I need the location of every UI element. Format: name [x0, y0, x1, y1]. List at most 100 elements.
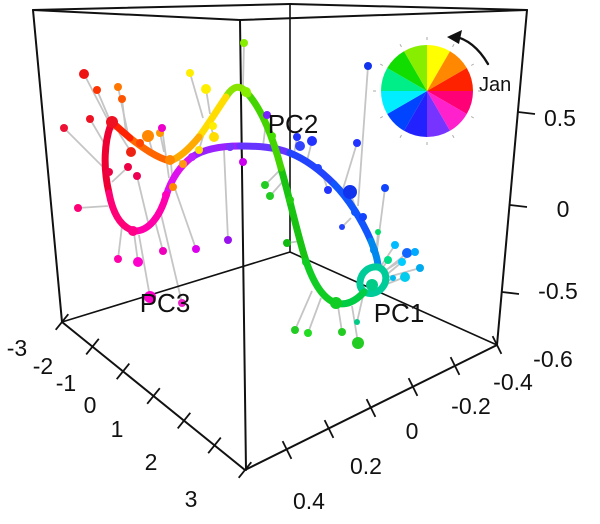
- curve-node: [105, 168, 113, 176]
- stem-line: [138, 234, 151, 298]
- stem-line: [173, 185, 197, 250]
- tick-label: 0.4: [293, 488, 325, 514]
- stem-line: [242, 42, 245, 87]
- data-point: [133, 257, 143, 267]
- pc2-axis-tick: [509, 204, 528, 208]
- data-point: [339, 224, 345, 230]
- color-wheel-tick: [470, 116, 475, 119]
- color-wheel-tick: [399, 43, 402, 48]
- data-point: [195, 146, 203, 154]
- data-point: [398, 258, 406, 266]
- tick-label: 2: [145, 449, 158, 475]
- stem-line: [83, 73, 111, 125]
- data-point: [411, 248, 419, 256]
- trajectory-segment: [236, 142, 294, 157]
- pc3-axis-tick: [146, 387, 161, 405]
- data-point: [359, 213, 367, 221]
- plot-box-edge: [32, 3, 291, 11]
- data-point: [354, 319, 360, 325]
- curve-node: [370, 246, 378, 254]
- color-wheel-slice: [427, 51, 467, 91]
- stem-line: [136, 175, 149, 223]
- data-point: [79, 69, 89, 79]
- curve-node: [241, 87, 251, 97]
- color-wheel-slice: [427, 91, 473, 114]
- tick-label: 3: [185, 486, 198, 512]
- stem-line: [77, 205, 109, 209]
- curve-node: [330, 297, 342, 309]
- stem-line: [337, 305, 343, 333]
- pc1-axis-tick: [449, 356, 461, 376]
- stem-line: [307, 297, 322, 334]
- pc3-axis-tick: [207, 436, 222, 454]
- axis-label-pc2: PC2: [268, 109, 319, 139]
- data-point: [93, 86, 101, 94]
- curve-node: [314, 164, 322, 172]
- color-wheel-tick: [452, 134, 455, 139]
- color-wheel-slice: [387, 91, 427, 131]
- data-point: [381, 184, 389, 192]
- stem-line: [357, 65, 369, 207]
- data-point: [169, 183, 177, 191]
- stem-line: [161, 127, 170, 179]
- curve-node: [351, 208, 359, 216]
- data-point: [390, 275, 396, 281]
- pc1-axis-tick: [365, 398, 377, 418]
- data-point: [353, 139, 361, 147]
- data-point: [400, 272, 410, 282]
- plot-box-edge: [239, 19, 247, 471]
- data-point: [179, 160, 187, 168]
- curve-node: [136, 139, 144, 147]
- tick-label: 0.2: [350, 453, 382, 479]
- data-point: [266, 192, 274, 200]
- pc1-axis-tick: [281, 440, 293, 460]
- data-point: [60, 124, 68, 132]
- trajectory-segment: [131, 192, 170, 235]
- tick-label: -0.4: [493, 369, 533, 395]
- data-point: [391, 241, 399, 249]
- data-point: [224, 236, 232, 244]
- data-point: [352, 337, 364, 349]
- stem-line: [380, 244, 396, 267]
- trajectory-segment: [244, 90, 285, 172]
- data-point: [133, 172, 141, 180]
- pc2-axis-tick: [501, 291, 520, 295]
- data-point: [293, 133, 301, 141]
- stem-line: [160, 213, 183, 304]
- data-point: [144, 291, 156, 303]
- curve-node: [106, 116, 118, 128]
- color-wheel-slice: [427, 68, 473, 91]
- curve-node: [366, 279, 378, 291]
- pc3-axis-tick: [85, 338, 100, 356]
- color-wheel-slice: [381, 68, 427, 91]
- stem-line: [154, 220, 164, 252]
- trajectory-segment: [101, 118, 116, 197]
- plot-box-edge: [32, 9, 241, 21]
- color-wheel-tick: [399, 134, 402, 139]
- data-point: [307, 136, 317, 146]
- data-point: [86, 115, 94, 123]
- trajectory-segment: [105, 189, 139, 235]
- jan-label: Jan: [479, 74, 511, 96]
- color-wheel-tick: [452, 43, 455, 48]
- pc3-axis-tick: [176, 412, 192, 430]
- color-wheel-tick: [379, 116, 384, 119]
- stem-line: [223, 149, 229, 241]
- trajectory-segment: [277, 164, 309, 262]
- tick-label: -0.6: [533, 346, 573, 372]
- curve-node: [162, 191, 170, 199]
- tick-label: 0.5: [544, 105, 576, 131]
- color-wheel-slice: [427, 45, 450, 91]
- pc1-axis-tick: [407, 377, 419, 397]
- color-wheel-slice: [387, 51, 427, 91]
- curve-node: [226, 143, 234, 151]
- stem-line: [342, 142, 358, 190]
- curve-node: [188, 153, 196, 161]
- tick-label: -1: [56, 370, 76, 396]
- color-wheel-slice: [427, 91, 467, 131]
- data-point: [192, 245, 200, 253]
- axis-label-pc1: PC1: [374, 298, 425, 328]
- axis-label-pc3: PC3: [140, 288, 191, 318]
- data-point: [291, 326, 299, 334]
